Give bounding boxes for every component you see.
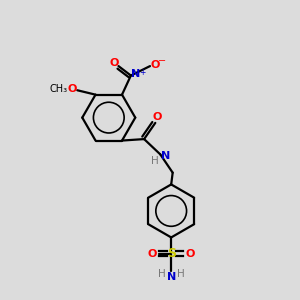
Text: +: +	[140, 68, 146, 77]
Text: H: H	[151, 156, 158, 166]
Text: O: O	[151, 60, 160, 70]
Text: CH₃: CH₃	[50, 84, 68, 94]
Text: O: O	[148, 249, 157, 259]
Text: S: S	[167, 247, 176, 260]
Text: O: O	[67, 84, 77, 94]
Text: O: O	[185, 249, 195, 259]
Text: H: H	[158, 269, 166, 279]
Text: N: N	[167, 272, 176, 282]
Text: H: H	[177, 269, 184, 279]
Text: O: O	[110, 58, 119, 68]
Text: N: N	[131, 69, 140, 79]
Text: −: −	[158, 56, 166, 66]
Text: N: N	[161, 151, 170, 161]
Text: O: O	[152, 112, 161, 122]
